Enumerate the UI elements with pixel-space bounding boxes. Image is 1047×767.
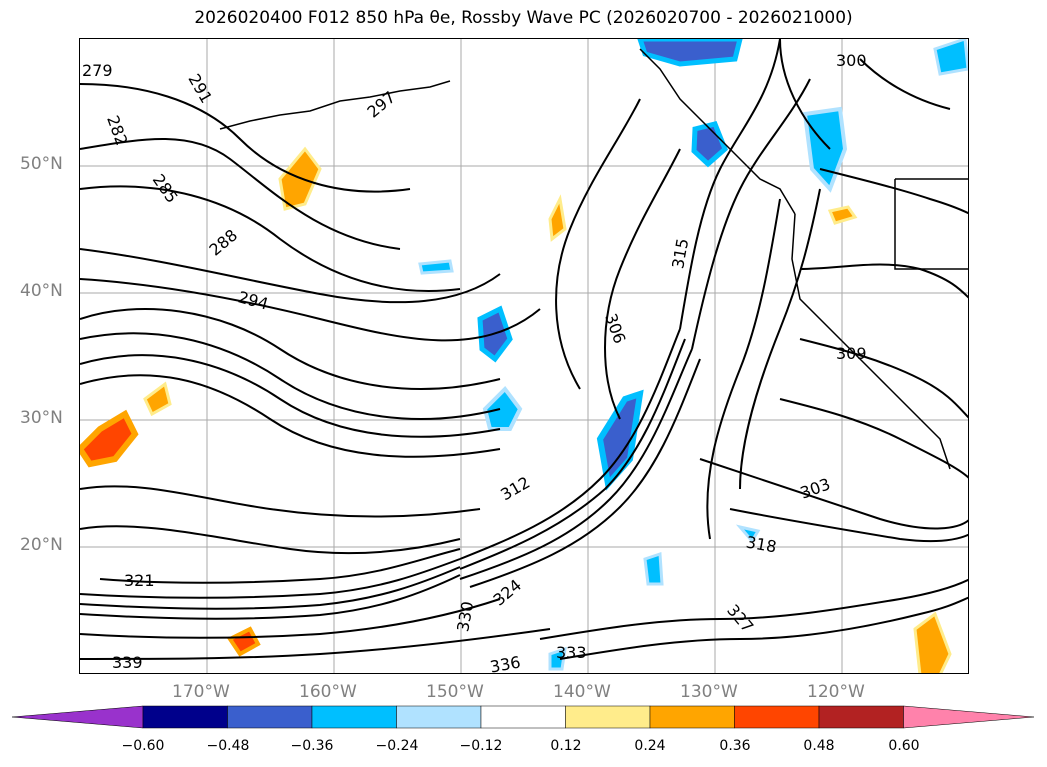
- colorbar-tick-label: −0.24: [375, 738, 419, 754]
- anomaly-patch: [482, 385, 523, 431]
- colorbar-segment: [480, 705, 566, 729]
- lat-label-50n: 50°N: [20, 154, 63, 174]
- colorbar-segment: [818, 705, 904, 729]
- lon-label-170w: 170°W: [172, 682, 230, 702]
- colorbar-extend-low: [11, 705, 144, 729]
- anomaly-patch: [227, 626, 261, 657]
- anomaly-patch: [143, 381, 172, 417]
- anomaly-patch: [735, 524, 761, 544]
- colorbar-segment: [142, 705, 228, 729]
- lon-label-160w: 160°W: [299, 682, 357, 702]
- lon-label-140w: 140°W: [553, 682, 611, 702]
- colorbar-tick-label: −0.12: [459, 738, 503, 754]
- lat-label-20n: 20°N: [20, 535, 63, 555]
- colorbar-tick-label: 0.36: [719, 738, 751, 754]
- anomaly-patch: [933, 39, 968, 76]
- map-panel: 279 282 285 288 291 294 297 300 303 306 …: [79, 38, 969, 674]
- lon-label-130w: 130°W: [680, 682, 738, 702]
- colorbar-extend-high: [903, 705, 1035, 729]
- colorbar-segment: [311, 705, 397, 729]
- colorbar-tick-label: −0.60: [121, 738, 165, 754]
- theta-e-contours: [80, 39, 968, 660]
- anomaly-patch: [548, 646, 567, 671]
- anomaly-patch: [80, 409, 139, 468]
- lat-label-40n: 40°N: [20, 281, 63, 301]
- anomaly-patch: [596, 389, 644, 491]
- colorbar-tick-label: 0.48: [803, 738, 835, 754]
- colorbar-segment: [227, 705, 313, 729]
- colorbar-segment: [649, 705, 735, 729]
- anomaly-patch: [643, 551, 664, 586]
- colorbar-tick-label: 0.24: [634, 738, 666, 754]
- colorbar-tick-label: −0.48: [206, 738, 250, 754]
- map-canvas: [80, 39, 968, 673]
- anomaly-patch: [913, 611, 952, 673]
- map-title: 2026020400 F012 850 hPa θe, Rossby Wave …: [194, 8, 853, 28]
- colorbar-tick-label: 0.60: [888, 738, 920, 754]
- anomaly-patch: [418, 259, 454, 275]
- anomaly-patch: [827, 205, 858, 225]
- contour-label: 321: [124, 571, 155, 590]
- colorbar: [11, 705, 1035, 729]
- shaded-anomalies: [80, 39, 968, 673]
- coastlines: [219, 48, 968, 470]
- lon-label-120w: 120°W: [807, 682, 865, 702]
- colorbar-segment: [565, 705, 651, 729]
- anomaly-patch: [548, 194, 567, 242]
- anomaly-patch: [802, 106, 848, 193]
- colorbar-tick-label: 0.12: [550, 738, 582, 754]
- contour-label: 300: [836, 51, 867, 70]
- anomaly-patch: [691, 121, 728, 168]
- contour-label: 333: [556, 643, 587, 662]
- colorbar-tick-label: −0.36: [290, 738, 334, 754]
- colorbar-segment: [396, 705, 482, 729]
- contour-label: 279: [82, 61, 113, 80]
- contour-label: 339: [112, 653, 143, 672]
- contour-label: 309: [836, 344, 867, 363]
- colorbar-segment: [734, 705, 820, 729]
- lat-label-30n: 30°N: [20, 408, 63, 428]
- graticule: [80, 39, 968, 673]
- anomaly-patch: [637, 39, 743, 67]
- lon-label-150w: 150°W: [426, 682, 484, 702]
